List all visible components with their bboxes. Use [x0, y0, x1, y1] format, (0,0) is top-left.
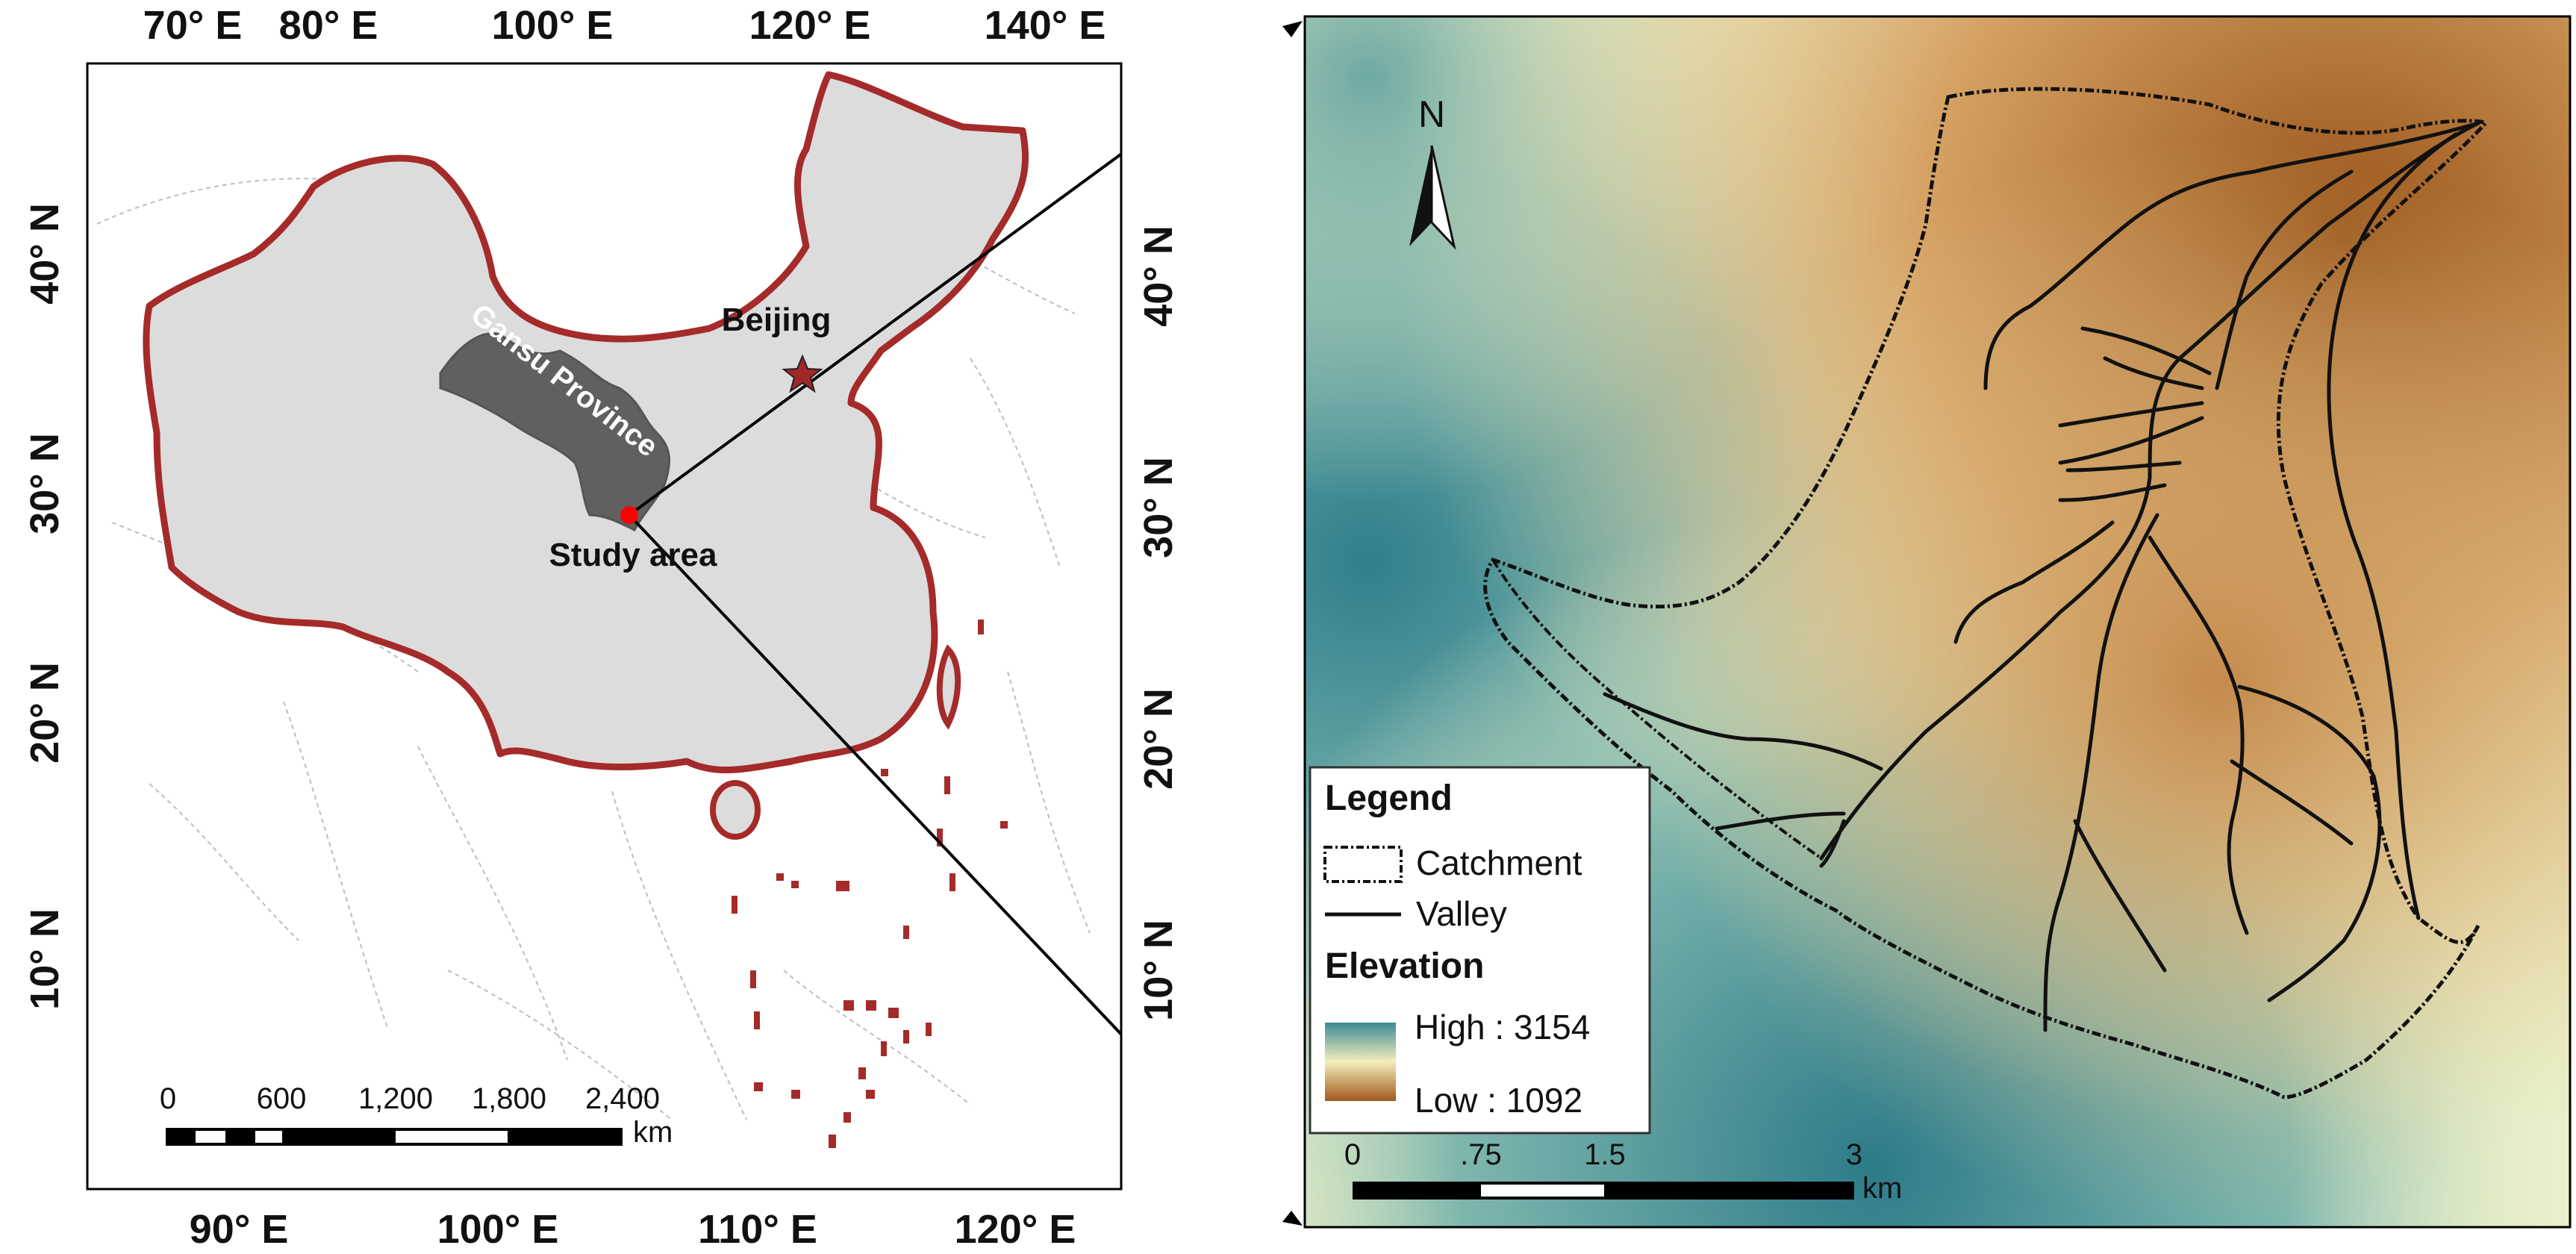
bottom-tick-100e: 100° E	[437, 1207, 559, 1250]
right-tick-30n: 30° N	[1136, 457, 1181, 558]
elevation-ramp	[1325, 1023, 1396, 1101]
right-scale-label-15: 1.5	[1584, 1138, 1626, 1171]
catchment-inner-edge	[1491, 558, 1823, 860]
legend-high-label: High : 3154	[1415, 1008, 1590, 1046]
north-label: N	[1418, 93, 1445, 135]
right-scale-unit: km	[1862, 1172, 1902, 1205]
left-scale-label-600: 600	[257, 1082, 307, 1115]
top-tick-120e: 120° E	[749, 3, 871, 48]
connector-arrow-top-icon	[1282, 21, 1303, 37]
left-scale-unit: km	[633, 1116, 673, 1149]
right-tick-10n: 10° N	[1136, 920, 1181, 1021]
hainan-island	[710, 780, 761, 840]
legend-valley-label: Valley	[1416, 894, 1507, 933]
right-tick-20n: 20° N	[1136, 688, 1181, 790]
connector-line-top	[628, 152, 1121, 517]
study-area-label: Study area	[549, 537, 718, 573]
right-scale-label-0: 0	[1344, 1138, 1361, 1171]
left-scale-label-1200: 1,200	[358, 1082, 433, 1115]
beijing-label: Beijing	[722, 302, 832, 338]
legend-title: Legend	[1325, 779, 1453, 818]
legend-catchment-label: Catchment	[1416, 843, 1582, 882]
valley-network	[1603, 121, 2480, 1032]
right-tick-40n: 40° N	[1136, 225, 1181, 327]
north-arrow-icon	[1409, 145, 1456, 251]
left-scale-label-2400: 2,400	[585, 1082, 660, 1115]
bottom-tick-90e: 90° E	[190, 1207, 289, 1250]
beijing-star-icon	[782, 354, 823, 393]
connector-arrow-bottom-icon	[1282, 1211, 1303, 1226]
left-tick-20n: 20° N	[22, 662, 67, 764]
study-area-point	[620, 506, 638, 524]
left-scale-label-0: 0	[160, 1082, 176, 1115]
taiwan-island	[936, 644, 961, 730]
right-scale-label-3: 3	[1846, 1138, 1862, 1171]
left-scale-label-1800: 1,800	[472, 1082, 546, 1115]
connector-line-bottom	[628, 514, 1121, 1037]
bottom-tick-110e: 110° E	[698, 1207, 817, 1250]
top-tick-140e: 140° E	[985, 3, 1106, 48]
left-tick-10n: 10° N	[22, 908, 67, 1010]
legend-elevation-title: Elevation	[1325, 946, 1484, 986]
legend: Legend Catchment Valley Elevation High :…	[1309, 766, 1651, 1135]
catchment-swatch	[1323, 846, 1403, 883]
right-map: N Legend Catchment Valley Elevation High…	[1282, 15, 2572, 1229]
bottom-tick-120e: 120° E	[955, 1207, 1076, 1250]
left-tick-40n: 40° N	[22, 203, 67, 305]
right-map-frame	[1303, 15, 2572, 1229]
left-tick-30n: 30° N	[22, 433, 67, 534]
south-china-sea-islands	[732, 620, 1008, 1148]
left-map: Beijing Gansu Province Study area 70° E …	[22, 3, 1181, 1252]
right-scale-label-075: .75	[1460, 1138, 1502, 1171]
top-tick-100e: 100° E	[492, 3, 614, 48]
catchment-boundary	[1483, 87, 2489, 1099]
legend-low-label: Low : 1092	[1415, 1081, 1582, 1120]
top-tick-80e: 80° E	[279, 3, 378, 48]
right-scale-bar: 0 .75 1.5 3 km	[1344, 1138, 1902, 1205]
left-scale-bar: 0 600 1,200 1,800 2,400 km	[160, 1082, 673, 1149]
gansu-province	[439, 332, 671, 532]
top-tick-70e: 70° E	[143, 3, 243, 48]
